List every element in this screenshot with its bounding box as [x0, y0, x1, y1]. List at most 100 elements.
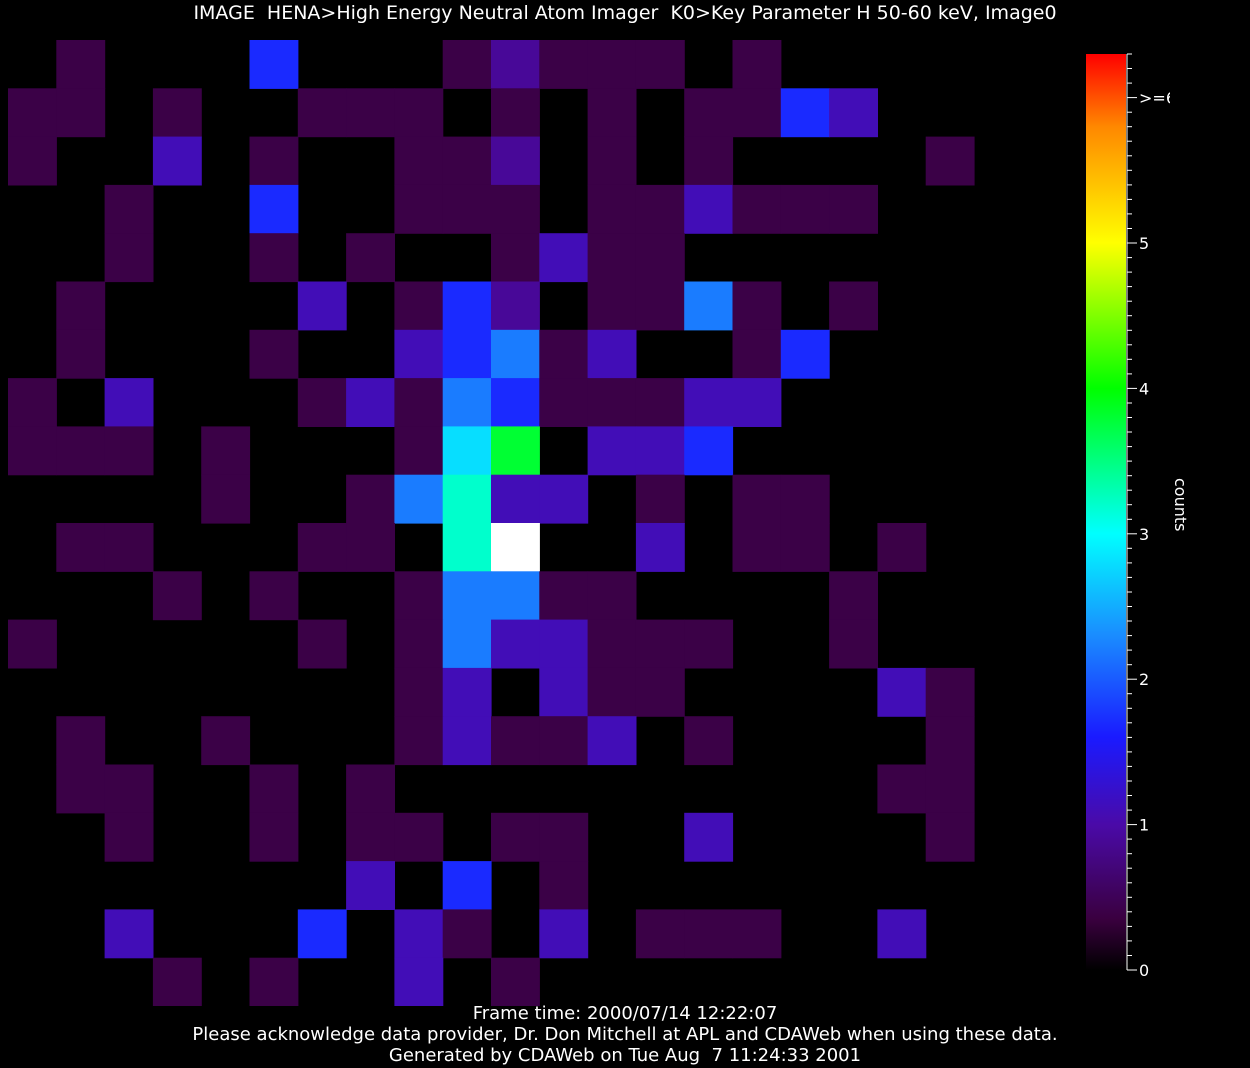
colorbar-label: counts [1171, 478, 1190, 532]
heatmap-cell [539, 716, 589, 766]
heatmap-cell [249, 40, 299, 89]
heatmap-cell [56, 523, 106, 572]
heatmap-cell [104, 378, 154, 427]
heatmap-cell [780, 474, 830, 524]
heatmap-cell [394, 571, 444, 621]
heatmap-cell [539, 909, 589, 959]
heatmap-cell [829, 571, 878, 621]
heatmap-cell [539, 378, 589, 427]
heatmap-cell [442, 281, 492, 331]
heatmap-cell [104, 233, 154, 283]
heatmap-cell [394, 909, 444, 959]
heatmap-cell [829, 88, 878, 138]
heatmap-cell [877, 667, 927, 717]
heatmap-cell [539, 329, 589, 379]
heatmap-cell [635, 523, 685, 572]
heatmap-cell [684, 812, 734, 862]
heatmap-cell [635, 667, 685, 717]
heatmap-cell [635, 281, 685, 331]
heatmap-cell [56, 88, 106, 138]
heatmap-cell [732, 281, 782, 331]
heatmap-cell [104, 426, 154, 476]
heatmap-cell [539, 571, 589, 621]
colorbar-tick-label: 0 [1139, 961, 1149, 980]
heatmap-cell [394, 281, 444, 331]
heatmap-cell [539, 667, 589, 717]
heatmap-cell [346, 812, 395, 862]
frame-time: Frame time: 2000/07/14 12:22:07 [472, 1003, 778, 1024]
heatmap-cell [587, 571, 637, 621]
heatmap-cell [684, 281, 734, 331]
heatmap-cell [442, 136, 492, 186]
heatmap-cell [442, 426, 492, 476]
heatmap-cell [635, 474, 685, 524]
heatmap-cell [201, 426, 251, 476]
heatmap-cell [442, 184, 492, 234]
heatmap-cell [8, 88, 57, 138]
heatmap-cell [346, 88, 395, 138]
heatmap-cell [925, 136, 975, 186]
heatmap-cell [297, 619, 347, 669]
heatmap-cell [491, 136, 540, 186]
heatmap-cell [925, 812, 975, 862]
heatmap-cell [249, 233, 299, 283]
heatmap-cell [539, 619, 589, 669]
heatmap-cell [491, 474, 540, 524]
heatmap-cell [539, 812, 589, 862]
heatmap-cell [587, 329, 637, 379]
heatmap-cell [587, 184, 637, 234]
heatmap-cell [394, 184, 444, 234]
heatmap-cell [684, 619, 734, 669]
heatmap-cell [587, 233, 637, 283]
heatmap-cell [394, 329, 444, 379]
heatmap-cell [829, 281, 878, 331]
heatmap-cell [587, 136, 637, 186]
heatmap-cell [635, 619, 685, 669]
heatmap-cell [8, 136, 57, 186]
colorbar-gradient [1086, 54, 1126, 970]
heatmap-cell [732, 88, 782, 138]
heatmap-cell [780, 329, 830, 379]
heatmap-cell [587, 619, 637, 669]
heatmap-cell [684, 909, 734, 959]
heatmap-cell [635, 378, 685, 427]
heatmap-cell [539, 233, 589, 283]
heatmap-cell [56, 764, 106, 814]
heatmap-cell [491, 716, 540, 766]
heatmap-cell [780, 523, 830, 572]
heatmap-cell [394, 667, 444, 717]
heatmap-cell [442, 716, 492, 766]
heatmap-cell [635, 40, 685, 89]
heatmap-cell [394, 619, 444, 669]
heatmap-cell [684, 136, 734, 186]
heatmap-cell [442, 909, 492, 959]
heatmap-cell [249, 812, 299, 862]
heatmap-cell [394, 136, 444, 186]
heatmap-cell [587, 378, 637, 427]
heatmap-cell [104, 523, 154, 572]
heatmap-cell [732, 378, 782, 427]
heatmap-cell [394, 716, 444, 766]
heatmap-cell [491, 40, 540, 89]
heatmap-cell [297, 378, 347, 427]
heatmap-cell [684, 184, 734, 234]
heatmap-cell [925, 716, 975, 766]
heatmap-cell [442, 523, 492, 572]
heatmap-cell [104, 184, 154, 234]
heatmap-cell [394, 88, 444, 138]
colorbar-max-label: >=6 [1139, 89, 1170, 108]
heatmap-cell [732, 909, 782, 959]
heatmap-cell [539, 861, 589, 910]
heatmap-cell [491, 619, 540, 669]
heatmap-cell [201, 474, 251, 524]
heatmap-cell [684, 426, 734, 476]
heatmap-cell [56, 426, 106, 476]
heatmap-cell [491, 233, 540, 283]
heatmap-cell [780, 184, 830, 234]
heatmap-cell [442, 474, 492, 524]
heatmap-cell [635, 184, 685, 234]
heatmap-cell [104, 812, 154, 862]
heatmap-cell [732, 523, 782, 572]
heatmap-cell [442, 619, 492, 669]
heatmap [8, 40, 975, 1006]
